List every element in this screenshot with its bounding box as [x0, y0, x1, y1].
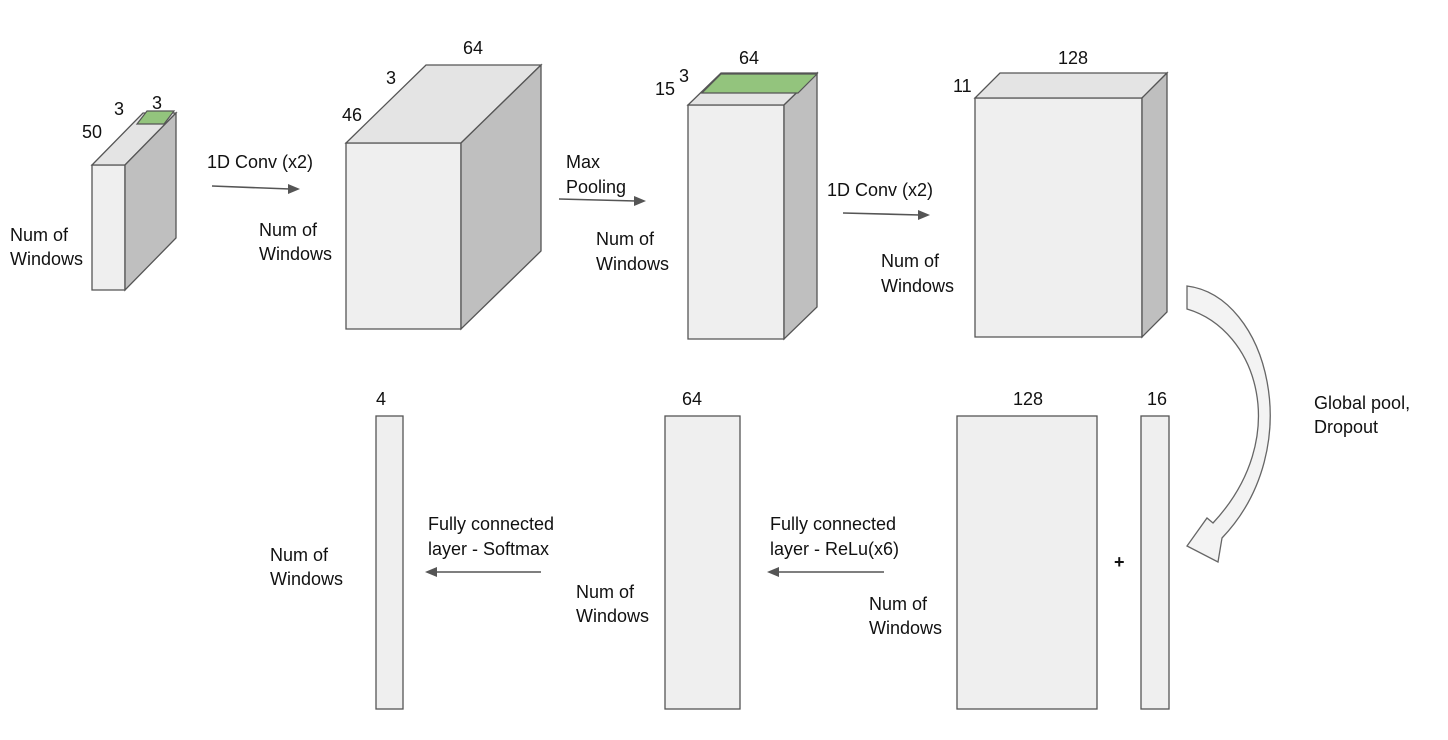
input-dim-width: 3: [152, 93, 162, 113]
pool-block-front: [687, 104, 785, 340]
conv2-block-top: [973, 72, 1169, 99]
global-pool-label-line1: Global pool,: [1314, 393, 1410, 413]
fc-relu-label-line1: Fully connected: [770, 514, 896, 534]
pool-dim-height: 15: [655, 79, 675, 99]
fc-softmax-arrow-head: [425, 567, 437, 577]
pool-label-line1: Max: [566, 152, 600, 172]
concat-label-line2: Windows: [869, 618, 942, 638]
conv1-dim-height: 46: [342, 105, 362, 125]
conv1-label: 1D Conv (x2): [207, 152, 313, 172]
conv1-block: 46 3 64 Num of Windows: [259, 38, 543, 331]
pool-label-line2: Windows: [596, 254, 669, 274]
fc-relu-arrow: Fully connected layer - ReLu(x6): [767, 514, 899, 577]
input-label-line2: Windows: [10, 249, 83, 269]
conv1-block-side: [460, 63, 542, 331]
dense-block: 64 Num of Windows: [576, 389, 741, 710]
conv2-arrow-line: [842, 212, 921, 216]
conv1-label-line2: Windows: [259, 244, 332, 264]
input-block-front: [91, 164, 126, 291]
concat-label-line1: Num of: [869, 594, 928, 614]
concat-plus-sign: +: [1114, 552, 1125, 572]
conv2-dim-width: 128: [1058, 48, 1088, 68]
pool-block: 15 3 64 Num of Windows: [596, 48, 819, 341]
dense-block-rect: [664, 415, 741, 710]
fc-softmax-label-line1: Fully connected: [428, 514, 554, 534]
input-filter-patch: [135, 110, 176, 125]
input-dim-height: 50: [82, 122, 102, 142]
pool-block-side: [783, 71, 818, 341]
pool-arrow: Max Pooling: [558, 152, 646, 206]
input-dim-depth: 3: [114, 99, 124, 119]
fc-relu-label-line2: layer - ReLu(x6): [770, 539, 899, 559]
conv1-arrow-line: [211, 185, 291, 190]
conv1-dim-depth: 3: [386, 68, 396, 88]
input-block-side: [124, 111, 177, 292]
conv1-block-front: [345, 142, 462, 330]
conv1-label-line1: Num of: [259, 220, 318, 240]
conv2-block-side: [1141, 71, 1168, 339]
fc-softmax-arrow: Fully connected layer - Softmax: [425, 514, 554, 577]
concat-block: 128 16 + Num of Windows: [869, 389, 1170, 710]
input-block: 50 3 3 Num of Windows: [10, 93, 178, 292]
pool-arrow-line: [558, 198, 637, 202]
concat-block-b: [1140, 415, 1170, 710]
conv2-arrow-head: [918, 210, 930, 220]
output-dim: 4: [376, 389, 386, 409]
dense-label-line2: Windows: [576, 606, 649, 626]
concat-block-a: [956, 415, 1098, 710]
conv1-arrow: 1D Conv (x2): [207, 152, 313, 194]
dense-label-line1: Num of: [576, 582, 635, 602]
output-block-rect: [375, 415, 404, 710]
conv2-label-line1: Num of: [881, 251, 940, 271]
pool-label-line1: Num of: [596, 229, 655, 249]
global-pool-curved-arrow: [1186, 285, 1271, 563]
output-label-line2: Windows: [270, 569, 343, 589]
fc-relu-arrow-head: [767, 567, 779, 577]
input-label-line1: Num of: [10, 225, 69, 245]
conv1-arrow-head: [288, 184, 300, 194]
output-label-line1: Num of: [270, 545, 329, 565]
global-pool-label-line2: Dropout: [1314, 417, 1378, 437]
dense-dim: 64: [682, 389, 702, 409]
concat-b-dim: 16: [1147, 389, 1167, 409]
concat-a-dim: 128: [1013, 389, 1043, 409]
conv2-label: 1D Conv (x2): [827, 180, 933, 200]
pool-dim-width: 64: [739, 48, 759, 68]
conv1-dim-width: 64: [463, 38, 483, 58]
conv2-block: 11 128 Num of Windows: [881, 48, 1169, 339]
conv2-block-front: [974, 97, 1143, 338]
conv2-label-line2: Windows: [881, 276, 954, 296]
conv2-arrow: 1D Conv (x2): [827, 180, 933, 220]
global-pool-arrow: Global pool, Dropout: [1186, 285, 1410, 563]
pool-label-line2: Pooling: [566, 177, 626, 197]
fc-softmax-label-line2: layer - Softmax: [428, 539, 549, 559]
pool-filter-patch: [700, 73, 819, 94]
pool-dim-depth: 3: [679, 66, 689, 86]
conv2-dim-height: 11: [953, 76, 972, 96]
pool-arrow-head: [634, 196, 646, 206]
output-block: 4 Num of Windows: [270, 389, 404, 710]
